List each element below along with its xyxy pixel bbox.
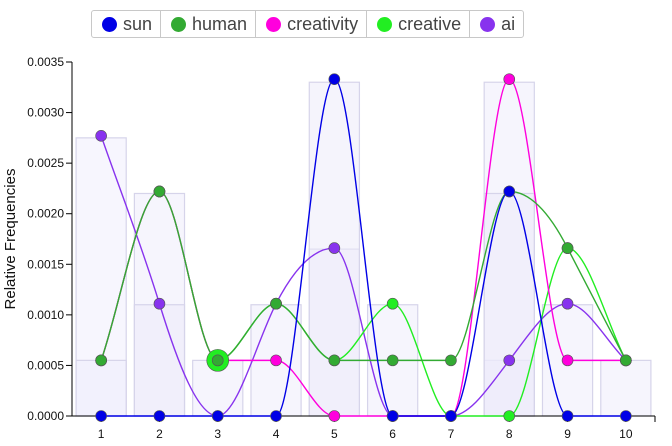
y-tick-label: 0.0030 [27,106,64,120]
x-tick-label: 6 [389,427,396,441]
data-point-human[interactable] [211,354,224,367]
y-tick-label: 0.0035 [27,55,64,69]
data-point-creative[interactable] [386,297,399,310]
legend-label: ai [501,13,516,34]
y-tick-label: 0.0025 [27,156,64,170]
data-point-sun[interactable] [328,73,341,85]
legend-item-creativity[interactable]: creativity [256,11,368,37]
data-point-human[interactable] [620,354,632,367]
x-tick-label: 1 [98,427,105,441]
x-tick-label: 2 [156,427,163,441]
data-point-sun[interactable] [445,410,457,422]
data-point-creativity[interactable] [561,354,574,367]
series-line-ai [100,135,627,417]
y-tick-label: 0.0015 [27,257,64,271]
legend-item-human[interactable]: human [161,11,257,37]
data-point-sun[interactable] [561,410,574,422]
bar [75,359,127,417]
legend-item-sun[interactable]: sun [92,11,162,37]
y-tick-label: 0.0020 [27,207,64,221]
data-point-sun[interactable] [620,410,632,422]
bar-inner [133,304,186,417]
data-point-human[interactable] [270,297,282,310]
legend-label: creative [398,13,462,34]
chart-legend: sun human creativity creative ai [91,10,525,38]
x-tick-label: 5 [331,427,338,441]
data-point-sun[interactable] [386,410,399,422]
legend-swatch [377,16,393,32]
legend-item-creative[interactable]: creative [367,11,471,37]
data-point-ai[interactable] [503,354,516,367]
data-point-creative[interactable] [503,410,516,422]
x-tick-label: 7 [448,427,455,441]
y-tick-label: 0.0005 [27,358,64,372]
y-tick-label: 0.0000 [27,409,64,423]
data-point-sun[interactable] [211,410,224,422]
bar [600,359,652,417]
legend-label: human [192,13,248,34]
data-point-human[interactable] [386,354,399,367]
data-point-human[interactable] [328,354,341,367]
x-tick-label: 3 [214,427,221,441]
series-line-human [100,190,627,362]
legend-swatch [102,16,117,32]
data-point-ai[interactable] [328,242,341,254]
data-point-human[interactable] [95,354,107,367]
data-point-ai[interactable] [561,297,574,310]
data-point-creativity[interactable] [503,73,516,85]
x-tick-label: 4 [273,427,280,441]
data-point-ai[interactable] [153,297,166,310]
data-point-sun[interactable] [270,410,282,422]
data-point-sun[interactable] [95,410,107,422]
legend-swatch [266,16,282,32]
legend-item-ai[interactable]: ai [470,11,523,37]
data-point-creativity[interactable] [328,410,341,422]
bar-inner [483,192,535,417]
y-tick-label: 0.0010 [27,308,64,322]
series-points [95,73,632,422]
x-tick-label: 8 [506,427,513,441]
data-point-ai[interactable] [95,130,107,142]
data-point-sun[interactable] [153,410,166,422]
legend-swatch [171,16,187,32]
y-axis-title: Relative Frequencies [2,169,19,310]
legend-swatch [480,16,496,32]
x-tick-label: 9 [564,427,571,441]
series-line-sun [101,78,626,417]
data-point-human[interactable] [445,354,457,367]
legend-label: sun [123,13,153,34]
data-point-creativity[interactable] [270,354,282,367]
data-point-sun[interactable] [503,185,516,198]
x-tick-label: 10 [619,427,633,441]
data-point-human[interactable] [153,185,166,198]
data-point-human[interactable] [561,242,574,254]
legend-label: creativity [287,13,359,34]
